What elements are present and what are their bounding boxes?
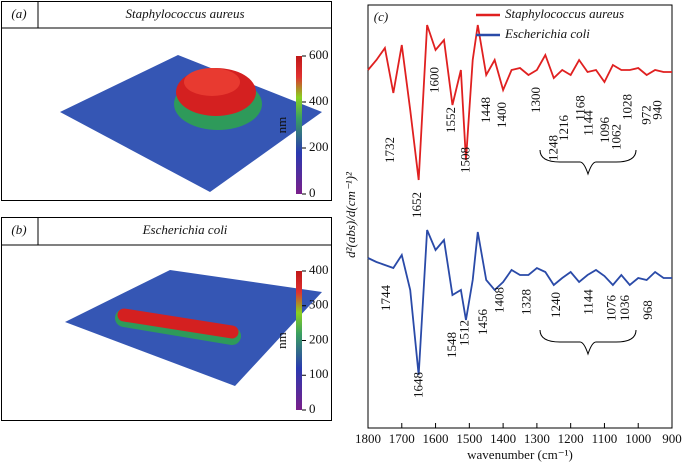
peak-label: 1552	[443, 107, 458, 133]
panel-title: Escherichia coli	[142, 222, 228, 237]
colorbar-tick-label: 0	[309, 401, 316, 416]
x-tick-label: 1700	[389, 431, 415, 446]
colorbar-tick-label: 100	[309, 366, 329, 381]
colorbar-tick-label: 400	[309, 262, 329, 277]
peak-label: 1648	[410, 372, 425, 398]
peak-label: 1508	[458, 147, 473, 173]
panel-c-frame	[367, 4, 673, 429]
panel-label: (a)	[11, 6, 26, 21]
x-tick-label: 1800	[355, 431, 381, 446]
x-tick-label: 1500	[456, 431, 482, 446]
peak-label: 1548	[444, 332, 459, 358]
colorbar-label: nm	[274, 332, 289, 349]
peak-label: 1448	[478, 97, 493, 123]
peak-label: 940	[649, 100, 664, 120]
peak-label: 1248	[545, 135, 560, 161]
colorbar-tick-label: 200	[309, 331, 329, 346]
colorbar-tick-label: 400	[309, 93, 329, 108]
peak-label: 1600	[427, 67, 442, 93]
colorbar-tick-label: 600	[309, 47, 329, 62]
colorbar-tick-label: 200	[309, 139, 329, 154]
legend-label: Staphylococcus aureus	[505, 6, 624, 21]
peak-label: 1028	[620, 94, 635, 120]
x-tick-label: 1400	[490, 431, 516, 446]
spectrum-line	[367, 24, 672, 181]
colorbar-tick-label: 300	[309, 297, 329, 312]
x-tick-label: 1000	[625, 431, 651, 446]
peak-label: 1076	[604, 295, 619, 322]
peak-label: 1400	[494, 102, 509, 128]
panel-b	[1, 217, 332, 421]
x-tick-label: 900	[662, 431, 682, 446]
peak-label: 1096	[597, 117, 612, 144]
peak-label: 1062	[608, 124, 623, 150]
x-axis-label: wavenumber (cm⁻¹)	[467, 447, 573, 462]
panel-a	[1, 1, 332, 201]
peak-label: 1036	[617, 295, 632, 322]
peak-label: 1144	[581, 289, 596, 315]
colorbar	[296, 56, 302, 194]
colorbar-label: nm	[274, 117, 289, 134]
x-tick-label: 1600	[423, 431, 449, 446]
peak-label: 1144	[581, 110, 596, 136]
peak-label: 1240	[548, 292, 563, 318]
legend-label: Escherichia coli	[504, 26, 590, 41]
x-tick-label: 1300	[524, 431, 550, 446]
peak-label: 1408	[491, 287, 506, 313]
peak-label: 1300	[528, 87, 543, 113]
x-tick-label: 1100	[592, 431, 618, 446]
x-tick-label: 1200	[558, 431, 584, 446]
peak-label: 1328	[518, 289, 533, 315]
peak-label: 1512	[456, 320, 471, 346]
peak-label: 1456	[475, 309, 490, 336]
panel-label: (c)	[374, 9, 388, 24]
colorbar	[296, 271, 302, 410]
y-axis-label: d²(abs)/d(cm⁻¹)²	[343, 171, 358, 258]
spectrum-line	[367, 229, 672, 376]
peak-label: 1652	[409, 192, 424, 218]
colorbar-tick-label: 0	[309, 185, 316, 200]
panel-label: (b)	[11, 222, 26, 237]
peak-label: 1732	[382, 137, 397, 163]
peak-label: 972	[639, 105, 654, 125]
peak-label: 1744	[378, 285, 393, 312]
peak-label: 1168	[572, 95, 587, 121]
panel-title: Staphylococcus aureus	[125, 6, 244, 21]
peak-label: 1216	[556, 115, 571, 142]
peak-label: 968	[640, 300, 655, 320]
